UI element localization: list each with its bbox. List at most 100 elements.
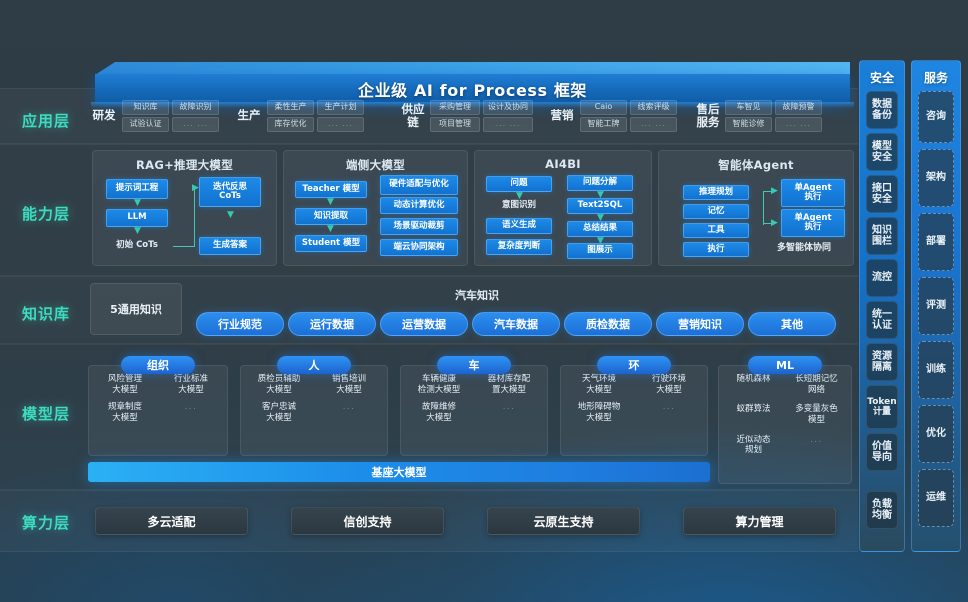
security-item-model[interactable]: 模型 安全 — [866, 133, 898, 171]
security-item-flowctl[interactable]: 流控 — [866, 259, 898, 297]
service-column[interactable]: 服务 咨询 架构 部署 评测 训练 优化 运维 — [911, 60, 961, 552]
security-item-isolation[interactable]: 资源 隔离 — [866, 343, 898, 381]
security-item-backup[interactable]: 数据 备份 — [866, 91, 898, 129]
knowledge-chip[interactable]: 运营数据 — [380, 312, 468, 336]
model-cell[interactable]: 蚁群算法 — [736, 404, 771, 415]
security-item-value[interactable]: 价值 导向 — [866, 433, 898, 471]
model-cell[interactable]: 质检员辅助 大模型 — [257, 374, 301, 395]
model-group-environment[interactable]: 环 天气环境 大模型 行驶环境 大模型 地形障碍物 大模型 ... — [560, 356, 708, 456]
edge-node-teacher[interactable]: Teacher 模型 — [295, 181, 367, 198]
security-item-fence[interactable]: 知识 围栏 — [866, 217, 898, 255]
model-cell[interactable]: 故障维修 大模型 — [421, 402, 456, 423]
app-group-rd[interactable]: 研发 知识库 故障识别 试验认证 ... ... — [90, 100, 219, 132]
service-item-operations[interactable]: 运维 — [918, 469, 954, 527]
app-group-production[interactable]: 生产 柔性生产 生产计划 库存优化 ... ... — [235, 100, 364, 132]
model-cell[interactable]: 天气环境 大模型 — [581, 374, 616, 395]
agent-node-tools[interactable]: 工具 — [683, 223, 749, 238]
service-item-training[interactable]: 训练 — [918, 341, 954, 399]
app-chip[interactable]: 智能工牌 — [580, 116, 627, 132]
service-item-evaluation[interactable]: 评测 — [918, 277, 954, 335]
rag-node-answer[interactable]: 生成答案 — [199, 237, 261, 255]
model-group-organization[interactable]: 组织 风险管理 大模型 行业标准 大模型 规章制度 大模型 ... — [88, 356, 228, 456]
model-cell[interactable]: 销售培训 大模型 — [331, 374, 366, 395]
app-chip[interactable]: 项目管理 — [430, 116, 480, 132]
model-cell[interactable]: 随机森林 — [736, 374, 771, 384]
capability-card-edge-model[interactable]: 端侧大模型 Teacher 模型 ▼ 知识提取 ▼ Student 模型 硬件适… — [283, 150, 468, 266]
knowledge-chip[interactable]: 营销知识 — [656, 312, 744, 336]
knowledge-chip[interactable]: 其他 — [748, 312, 836, 336]
service-item-architecture[interactable]: 架构 — [918, 149, 954, 207]
model-group-head[interactable]: 组织 — [121, 356, 195, 374]
app-chip[interactable]: Caio — [580, 100, 627, 115]
app-group-supply-chain[interactable]: 供应链 采购管理 设计及协同 项目管理 ... ... — [400, 100, 533, 132]
model-cell[interactable]: 行业标准 大模型 — [173, 374, 208, 395]
knowledge-chip[interactable]: 质检数据 — [564, 312, 652, 336]
app-chip[interactable]: 设计及协同 — [483, 100, 533, 115]
edge-node-hw-opt[interactable]: 硬件适配与优化 — [380, 175, 458, 195]
security-item-loadbal[interactable]: 负载 均衡 — [866, 491, 898, 529]
security-item-api[interactable]: 接口 安全 — [866, 175, 898, 213]
capability-card-ai4bi[interactable]: AI4BI 问题 ▼ 意图识别 语义生成 复杂度判断 问题分解 ▼ Text2S… — [474, 150, 652, 266]
agent-node-planning[interactable]: 推理规划 — [683, 185, 749, 200]
service-item-optimization[interactable]: 优化 — [918, 405, 954, 463]
model-group-ml[interactable]: ML 随机森林 长短期记忆 网络 蚁群算法 多变量灰色 模型 近似动态 规划 .… — [718, 356, 852, 484]
model-cell[interactable]: 多变量灰色 模型 — [795, 404, 838, 425]
agent-node-exec[interactable]: 执行 — [683, 242, 749, 257]
knowledge-chip[interactable]: 汽车数据 — [472, 312, 560, 336]
model-cell[interactable]: 长短期记忆 网络 — [795, 374, 838, 395]
ai4bi-node-summary[interactable]: 总结结果 — [567, 221, 633, 237]
model-group-people[interactable]: 人 质检员辅助 大模型 销售培训 大模型 客户忠诚 大模型 ... — [240, 356, 388, 456]
ai4bi-node-chart[interactable]: 图展示 — [567, 243, 633, 259]
compute-button-compute-mgmt[interactable]: 算力管理 — [683, 507, 836, 535]
edge-node-student[interactable]: Student 模型 — [295, 235, 367, 252]
app-chip[interactable]: 故障预警 — [775, 100, 822, 115]
agent-node-memory[interactable]: 记忆 — [683, 204, 749, 219]
model-cell[interactable]: 器材库存配 置大模型 — [487, 374, 531, 395]
app-chip[interactable]: 智能诊修 — [725, 116, 772, 132]
app-chip[interactable]: 柔性生产 — [267, 100, 314, 115]
ai4bi-node-question[interactable]: 问题 — [486, 176, 552, 192]
agent-node-single-2[interactable]: 单Agent 执行 — [781, 209, 845, 237]
model-cell[interactable]: 地形障碍物 大模型 — [577, 402, 621, 423]
model-cell[interactable]: 车辆健康 检测大模型 — [417, 374, 461, 395]
model-cell[interactable]: 行驶环境 大模型 — [651, 374, 686, 395]
base-model-bar[interactable]: 基座大模型 — [88, 462, 710, 482]
security-column[interactable]: 安全 数据 备份 模型 安全 接口 安全 知识 围栏 流控 统一 认证 资源 隔… — [859, 60, 905, 552]
edge-node-cloud-arch[interactable]: 端云协同架构 — [380, 239, 458, 256]
rag-node-prompt[interactable]: 提示词工程 — [106, 179, 168, 199]
compute-button-multicloud[interactable]: 多云适配 — [95, 507, 248, 535]
knowledge-chip[interactable]: 运行数据 — [288, 312, 376, 336]
model-cell[interactable]: 风险管理 大模型 — [107, 374, 142, 395]
app-chip[interactable]: 线索评级 — [630, 100, 677, 115]
security-item-auth[interactable]: 统一 认证 — [866, 301, 898, 339]
service-item-consulting[interactable]: 咨询 — [918, 91, 954, 143]
app-chip[interactable]: 采购管理 — [430, 100, 480, 115]
app-chip[interactable]: 车智见 — [725, 100, 772, 115]
knowledge-chip[interactable]: 行业规范 — [196, 312, 284, 336]
model-group-head[interactable]: 环 — [597, 356, 671, 374]
knowledge-general[interactable]: 5通用知识 — [90, 283, 182, 335]
ai4bi-node-complexity[interactable]: 复杂度判断 — [486, 239, 552, 255]
edge-node-extract[interactable]: 知识提取 — [295, 208, 367, 225]
model-group-head[interactable]: 车 — [437, 356, 511, 374]
model-group-head[interactable]: ML — [748, 356, 822, 374]
app-group-after-sales[interactable]: 售后服务 车智见 故障预警 智能诊修 ... ... — [695, 100, 822, 132]
model-cell[interactable]: 客户忠诚 大模型 — [261, 402, 296, 423]
rag-node-iterative-cots[interactable]: 迭代反思 CoTs — [199, 177, 261, 207]
agent-node-single-1[interactable]: 单Agent 执行 — [781, 179, 845, 207]
model-cell[interactable]: 规章制度 大模型 — [107, 402, 142, 423]
model-cell[interactable]: 近似动态 规划 — [736, 434, 771, 456]
capability-card-agent[interactable]: 智能体Agent 推理规划 记忆 工具 执行 单Agent 执行 单Agent … — [658, 150, 854, 266]
rag-node-llm[interactable]: LLM — [106, 209, 168, 227]
compute-button-xinchuang[interactable]: 信创支持 — [291, 507, 444, 535]
capability-card-rag[interactable]: RAG+推理大模型 提示词工程 ▼ LLM ▼ 初始 CoTs 迭代反思 CoT… — [92, 150, 277, 266]
model-group-head[interactable]: 人 — [277, 356, 351, 374]
app-chip[interactable]: 知识库 — [122, 100, 169, 115]
service-item-deployment[interactable]: 部署 — [918, 213, 954, 271]
app-group-marketing[interactable]: 营销 Caio 线索评级 智能工牌 ... ... — [548, 100, 677, 132]
ai4bi-node-text2sql[interactable]: Text2SQL — [567, 198, 633, 214]
app-chip[interactable]: 试验认证 — [122, 116, 169, 132]
model-group-vehicle[interactable]: 车 车辆健康 检测大模型 器材库存配 置大模型 故障维修 大模型 ... — [400, 356, 548, 456]
app-chip[interactable]: 故障识别 — [172, 100, 219, 115]
edge-node-scene-prune[interactable]: 场景驱动裁剪 — [380, 218, 458, 235]
